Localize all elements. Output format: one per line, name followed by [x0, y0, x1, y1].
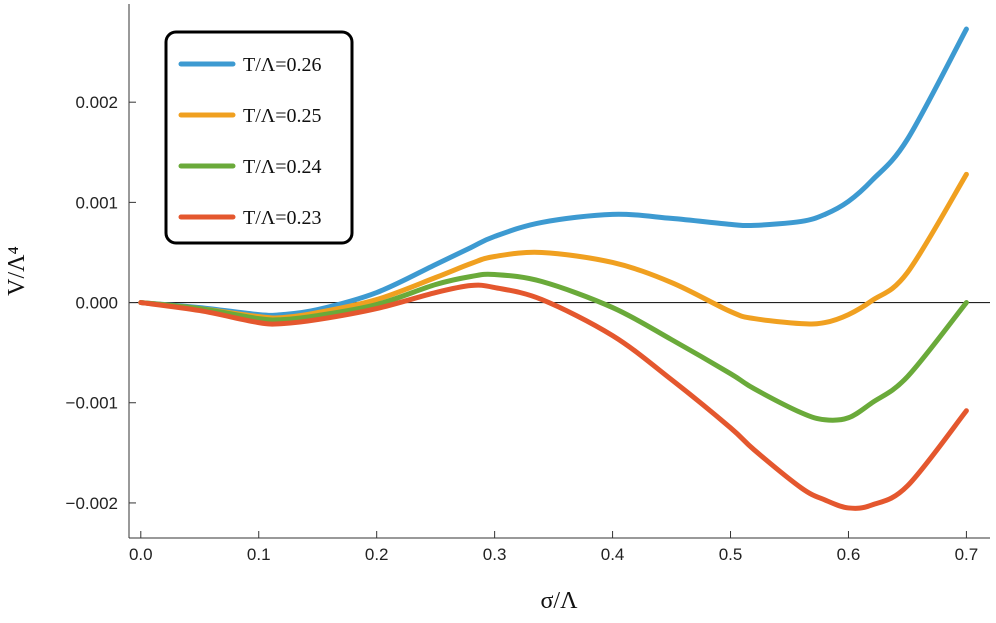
- x-tick-label: 0.1: [247, 545, 271, 564]
- x-axis-label: σ/Λ: [540, 588, 578, 614]
- y-axis-label: V/Λ⁴: [4, 246, 30, 296]
- x-tick-label: 0.0: [129, 545, 153, 564]
- x-tick-label: 0.5: [719, 545, 743, 564]
- series-line-2: [138, 271, 969, 423]
- series-group: [138, 26, 969, 511]
- y-tick-label: −0.002: [66, 494, 118, 513]
- x-tick-label: 0.6: [837, 545, 861, 564]
- y-tick-label: −0.001: [66, 394, 118, 413]
- x-tick-label: 0.2: [365, 545, 389, 564]
- legend: T/Λ=0.26 T/Λ=0.25 T/Λ=0.24 T/Λ=0.23: [164, 30, 354, 245]
- legend-box: [164, 30, 354, 245]
- legend-label: T/Λ=0.23: [243, 207, 322, 229]
- x-tick-label: 0.3: [483, 545, 507, 564]
- series-line-0: [138, 26, 969, 318]
- axes: [128, 4, 990, 539]
- x-tick-label: 0.4: [601, 545, 625, 564]
- y-tick-label: 0.002: [75, 93, 118, 112]
- legend-label: T/Λ=0.25: [243, 105, 322, 127]
- y-tick-label: 0.000: [75, 294, 118, 313]
- series-line-3: [138, 282, 969, 511]
- legend-label: T/Λ=0.26: [243, 54, 322, 76]
- x-tick-label: 0.7: [955, 545, 979, 564]
- y-tick-label: 0.001: [75, 193, 118, 212]
- legend-label: T/Λ=0.24: [243, 156, 322, 178]
- ticks: 0.0 0.1 0.2 0.3 0.4 0.5 0.6 0.7 0.002 0.001 0.000 −…: [66, 93, 979, 564]
